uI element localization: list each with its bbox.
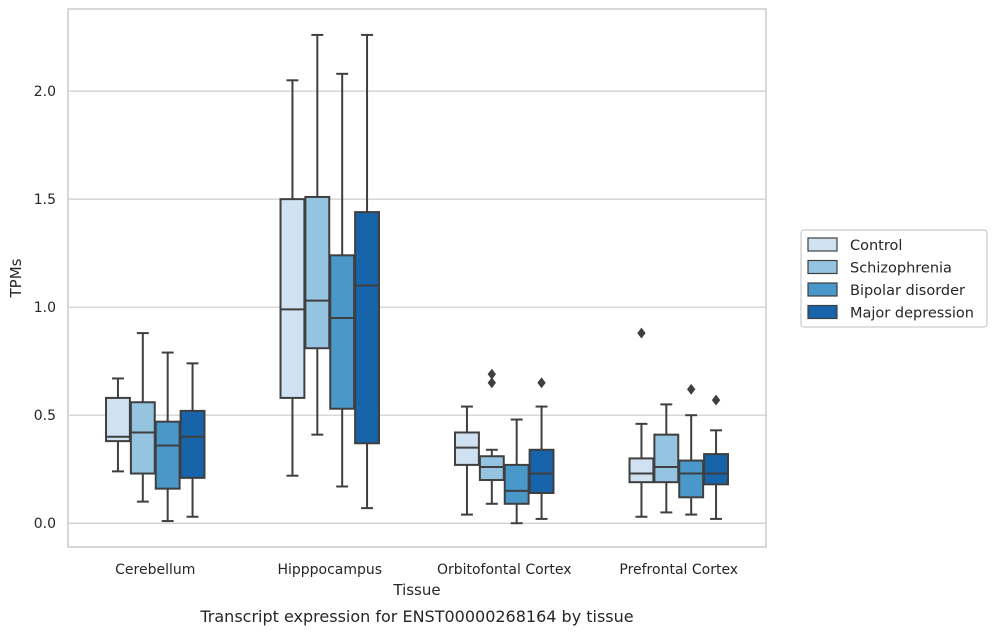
y-tick-label: 1.0: [34, 300, 56, 316]
box-major-depression: [528, 377, 555, 520]
x-tick-label: Prefrontal Cortex: [619, 562, 738, 578]
x-tick-label: Cerebellum: [115, 562, 195, 578]
box-major-depression: [354, 33, 380, 510]
legend-item: Control: [807, 237, 902, 254]
legend-item: Major depression: [807, 304, 974, 322]
y-tick-label: 0.0: [34, 516, 56, 532]
outlier-point: [487, 377, 497, 389]
outlier-point: [537, 377, 546, 389]
x-tick-label: Hipppocampus: [277, 562, 382, 578]
box-control: [454, 405, 480, 516]
legend-swatch: [807, 282, 838, 297]
x-axis-label: Tissue: [392, 581, 440, 599]
legend-label: Major depression: [850, 306, 974, 322]
iqr-box: [528, 448, 555, 494]
outlier-point: [686, 383, 696, 395]
box-schizophrenia: [129, 332, 156, 503]
iqr-box: [703, 453, 729, 486]
outlier-point: [711, 394, 721, 406]
x-tick-label: Orbitofontal Cortex: [437, 562, 572, 578]
box-major-depression: [703, 394, 729, 520]
box-bipolar-disorder: [154, 351, 181, 523]
legend: Control Schizophrenia Bipolar disorder Majo…: [800, 229, 988, 328]
iqr-box: [304, 195, 331, 350]
y-tick-labels: 0.0 0.5 1.0 1.5 2.0: [34, 84, 56, 532]
legend-label: Control: [850, 238, 902, 254]
legend-swatch: [807, 304, 838, 320]
box-bipolar-disorder: [678, 383, 705, 516]
box-control: [279, 79, 306, 477]
iqr-box: [478, 455, 505, 482]
legend-swatch: [807, 237, 838, 252]
iqr-box: [154, 420, 181, 490]
y-tick-label: 0.5: [34, 408, 56, 424]
iqr-box: [503, 463, 530, 505]
x-tick-labels: Cerebellum Hipppocampus Orbitofontal Corte…: [115, 562, 738, 578]
outlier-point: [487, 368, 497, 380]
iqr-box: [454, 431, 480, 466]
legend-item: Schizophrenia: [807, 259, 952, 277]
iqr-box: [329, 254, 356, 410]
box-bipolar-disorder: [329, 72, 356, 488]
iqr-box: [628, 457, 655, 484]
y-tick-label: 1.5: [34, 192, 56, 208]
chart-caption: Transcript expression for ENST0000026816…: [199, 607, 633, 626]
y-axis-label: TPMs: [7, 258, 25, 298]
box-control: [628, 327, 655, 518]
box-schizophrenia: [653, 403, 680, 514]
y-tick-label: 2.0: [34, 84, 56, 100]
iqr-box: [129, 401, 156, 475]
box-groups: [105, 33, 729, 525]
iqr-box: [678, 459, 705, 499]
legend-label: Bipolar disorder: [850, 283, 965, 299]
box-control: [105, 377, 131, 473]
outlier-point: [637, 327, 646, 339]
iqr-box: [354, 211, 380, 445]
plot-frame: [67, 8, 767, 548]
legend-frame: [800, 229, 988, 328]
box-schizophrenia: [304, 33, 331, 436]
box-bipolar-disorder: [503, 418, 530, 525]
iqr-box: [105, 396, 131, 443]
iqr-box: [179, 409, 206, 479]
legend-swatch: [807, 259, 838, 275]
legend-label: Schizophrenia: [850, 261, 952, 277]
legend-item: Bipolar disorder: [807, 282, 965, 299]
iqr-box: [279, 198, 306, 399]
iqr-box: [653, 433, 680, 484]
box-schizophrenia: [478, 368, 505, 505]
box-major-depression: [179, 362, 206, 518]
